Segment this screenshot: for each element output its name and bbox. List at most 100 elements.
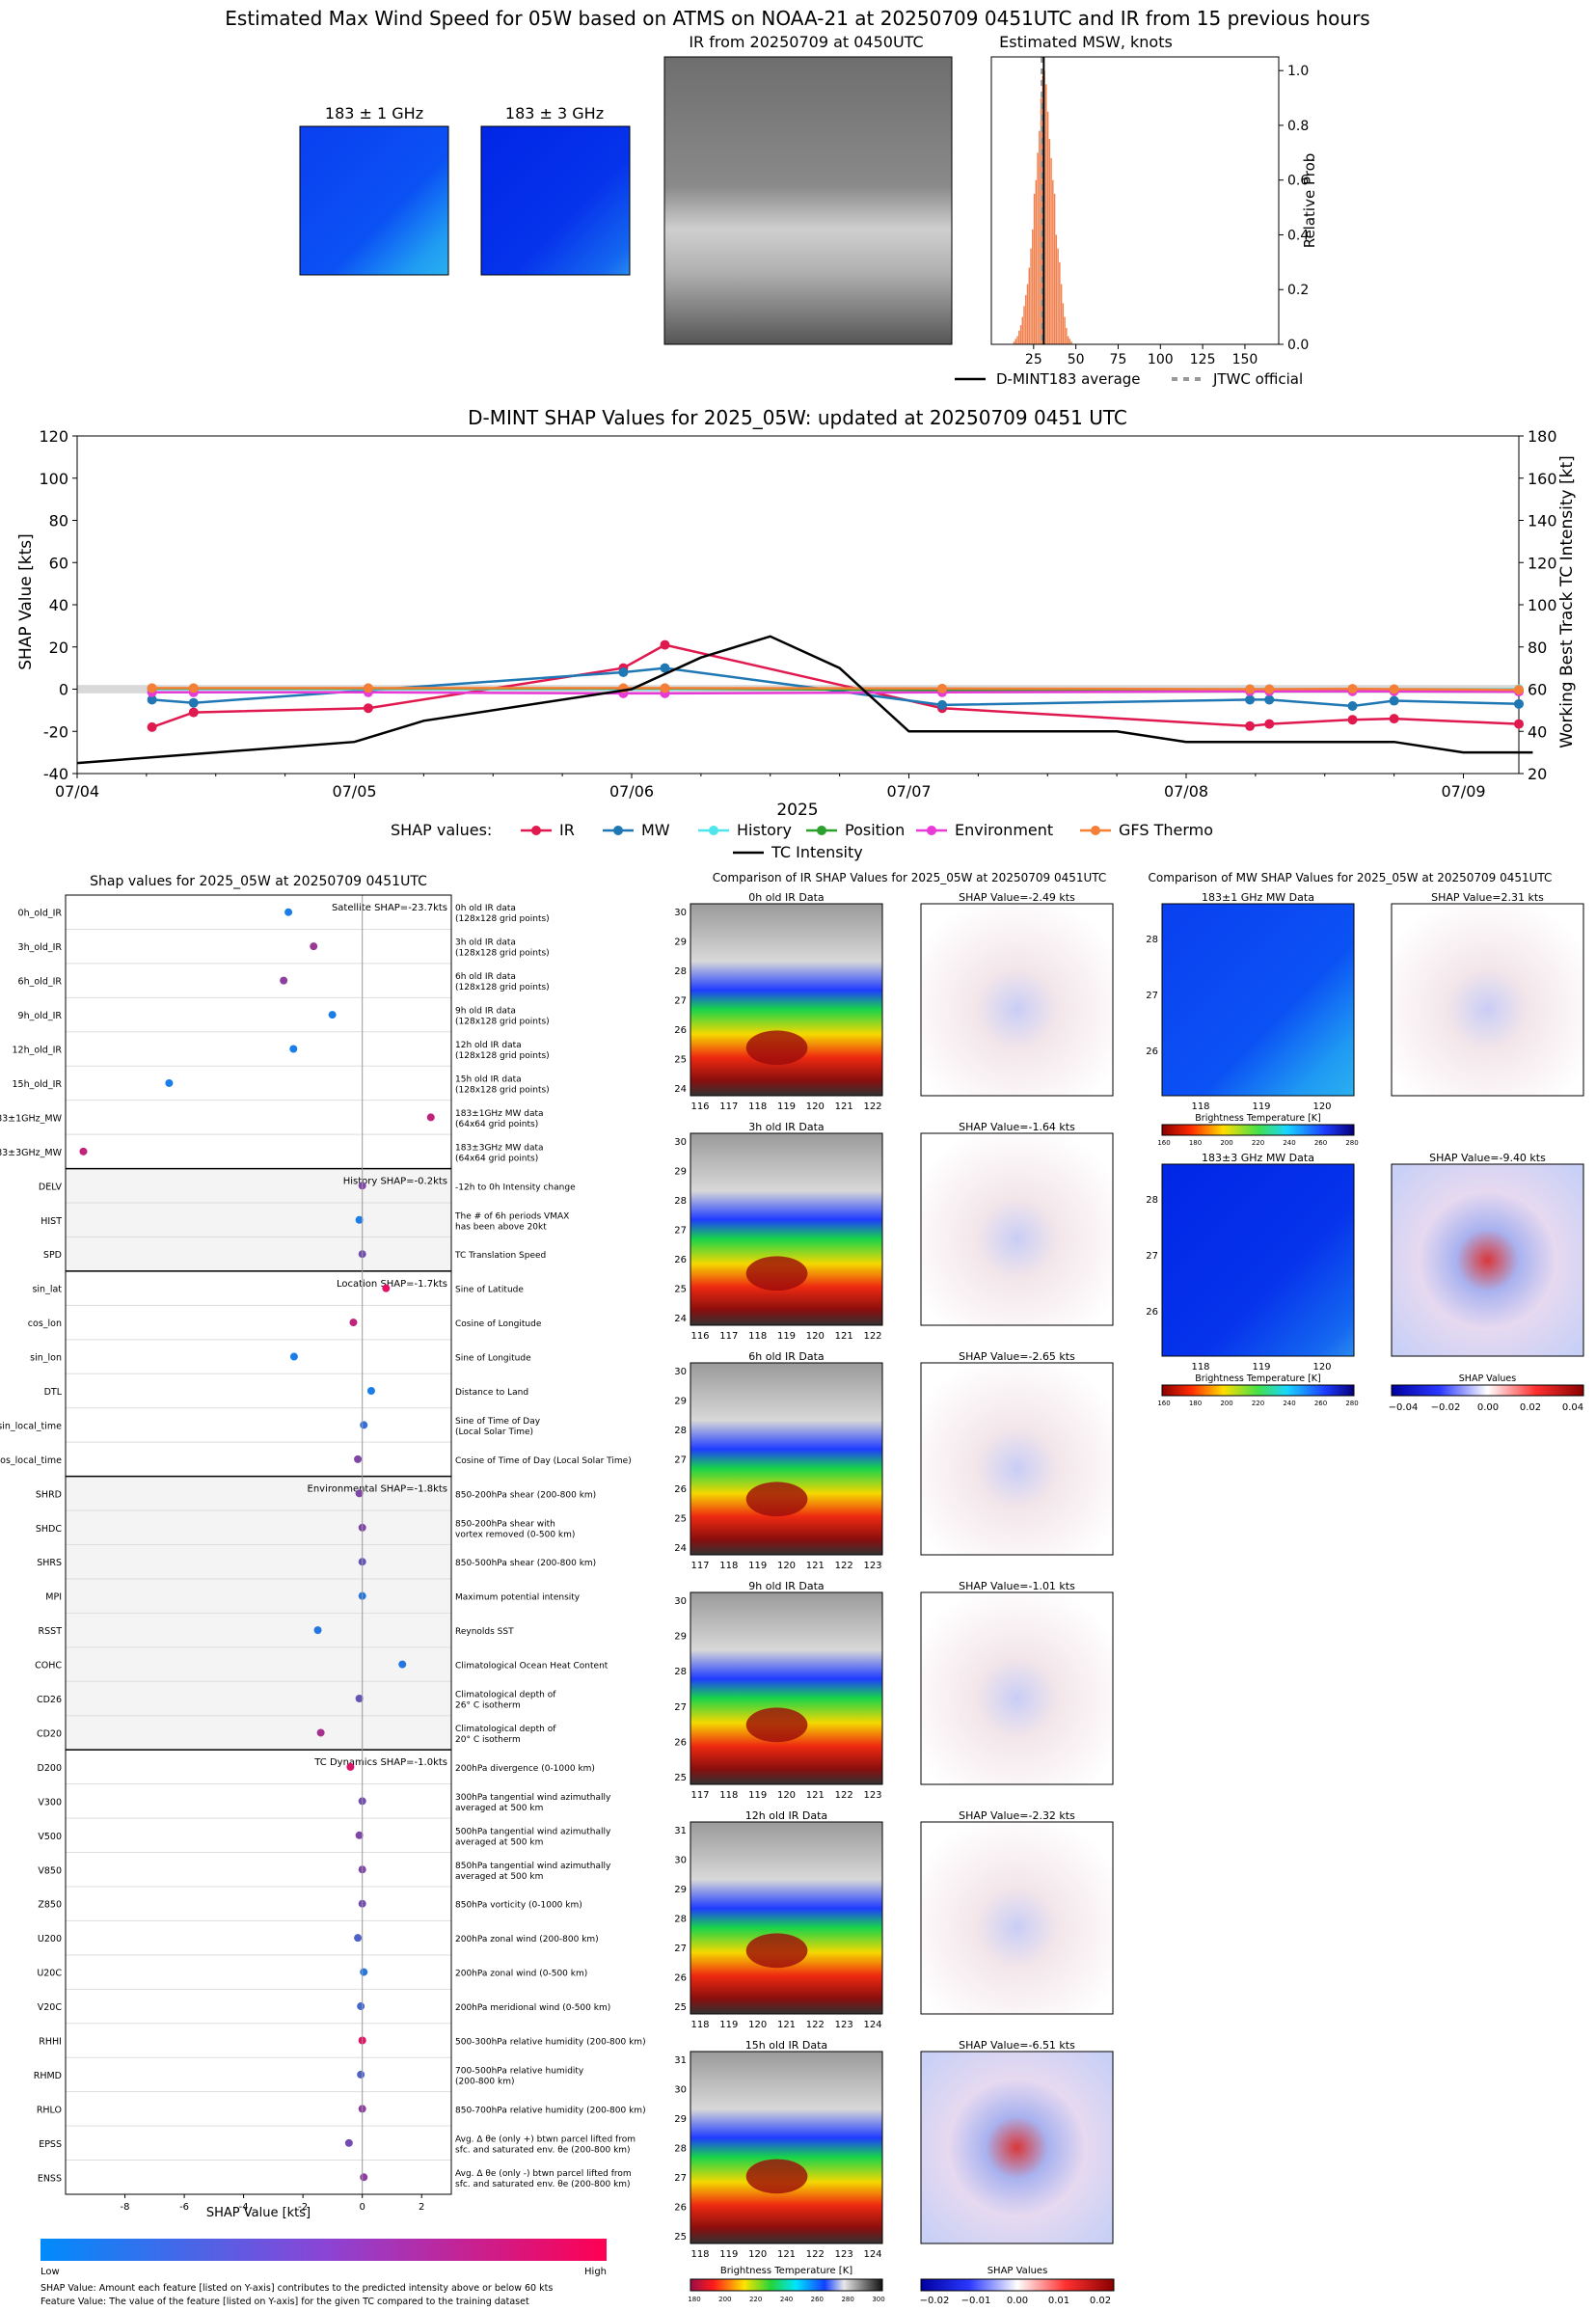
- ir-ytick-label: 28: [674, 2144, 687, 2155]
- ts-xtick-label: 07/07: [886, 782, 931, 801]
- feature-desc: Climatological depth of: [455, 1691, 556, 1700]
- series-point-mw: [1514, 698, 1524, 709]
- hist-ytick-label: 0.4: [1287, 228, 1309, 243]
- ir-ytick-label: 27: [674, 1944, 687, 1954]
- ts-xtick-label: 07/08: [1164, 782, 1208, 801]
- ir-ytick-label: 27: [674, 1226, 687, 1237]
- ir-bt-tick: 280: [841, 2296, 853, 2303]
- ir-shap-label: SHAP Values: [987, 2266, 1048, 2276]
- hist-bar: [1055, 234, 1058, 344]
- feature-desc: TC Translation Speed: [454, 1251, 546, 1261]
- ir-xtick-label: 119: [748, 1561, 767, 1571]
- mw-xtick-label: 119: [1252, 1101, 1270, 1112]
- ir-ytick-label: 29: [674, 938, 687, 948]
- mw-bt-tick: 160: [1157, 1400, 1170, 1407]
- hist-bar: [1069, 339, 1071, 344]
- ir-ytick-label: 25: [674, 1055, 687, 1066]
- hist-bar: [1026, 284, 1029, 344]
- feature-point: [284, 908, 293, 916]
- intensity-line: [76, 635, 1533, 765]
- feature-point: [280, 976, 288, 985]
- feature-name: DTL: [44, 1387, 63, 1398]
- legend-marker-environment: [927, 826, 936, 835]
- mw-bt-colorbar: [1161, 1384, 1355, 1397]
- ir-xtick-label: 122: [863, 1331, 881, 1342]
- feature-name: 12h_old_IR: [13, 1046, 63, 1056]
- ir-xtick-label: 116: [690, 1101, 709, 1112]
- feature-desc: -12h to 0h Intensity change: [455, 1183, 576, 1192]
- ts-ytick-label: 20: [49, 639, 68, 657]
- feature-name: 9h_old_IR: [18, 1011, 63, 1021]
- feature-desc: Sine of Latitude: [455, 1286, 524, 1295]
- series-point-gfs: [1514, 685, 1524, 695]
- feature-desc: 200hPa meridional wind (0-500 km): [455, 2003, 610, 2013]
- feature-desc: Sine of Longitude: [455, 1354, 531, 1364]
- hist-bar: [1045, 84, 1047, 344]
- ir-xtick-label: 118: [748, 1331, 767, 1342]
- series-point-mw: [937, 699, 947, 710]
- feat-xtick-label: -8: [121, 2202, 130, 2213]
- feature-point: [354, 1455, 363, 1463]
- feature-name: ENSS: [38, 2173, 62, 2184]
- feature-desc: 700-500hPa relative humidity: [455, 2066, 584, 2076]
- ir-ytick-label: 29: [674, 2114, 687, 2125]
- feature-name: HIST: [41, 1216, 62, 1227]
- feature-desc: 6h old IR data: [455, 972, 516, 982]
- ir-ytick-label: 26: [674, 1973, 687, 1984]
- series-point-ir: [363, 703, 373, 714]
- ir-ytick-label: 30: [674, 1596, 687, 1607]
- feature-desc: Cosine of Time of Day (Local Solar Time): [455, 1456, 632, 1466]
- feature-name: CD26: [37, 1695, 62, 1705]
- mw3-image: [480, 125, 631, 276]
- hist-bar: [1067, 336, 1069, 344]
- feature-name: U20C: [37, 1969, 62, 1979]
- ir-ytick-label: 28: [674, 966, 687, 977]
- ts-ylabel-right: Working Best Track TC Intensity [kt]: [1557, 455, 1577, 748]
- series-point-ir: [147, 721, 157, 732]
- ir-ytick-label: 25: [674, 1773, 687, 1783]
- feature-name: RHHI: [39, 2036, 62, 2047]
- series-point-gfs: [188, 683, 199, 693]
- ir-ytick-label: 31: [674, 1826, 687, 1836]
- ir-xtick-label: 118: [690, 2020, 709, 2030]
- ir-ytick-label: 24: [674, 1543, 687, 1554]
- legend-marker-history: [709, 826, 718, 835]
- feature-desc: 9h old IR data: [455, 1007, 516, 1017]
- feature-point: [289, 1045, 298, 1053]
- feature-value-colorbar: [41, 2239, 607, 2261]
- ts-ytick-right-label: 140: [1528, 512, 1557, 530]
- feature-desc: 15h old IR data: [455, 1074, 522, 1084]
- feature-desc: Cosine of Longitude: [455, 1319, 542, 1329]
- hist-bar: [1048, 139, 1051, 344]
- hist-xtick-label: 150: [1232, 352, 1258, 367]
- ir-ytick-label: 28: [674, 1426, 687, 1436]
- feature-name: sin_lat: [32, 1285, 62, 1295]
- mw-xtick-label: 118: [1191, 1101, 1209, 1112]
- ir-bt-tick: 240: [780, 2296, 793, 2303]
- ir-xtick-label: 124: [863, 2249, 881, 2260]
- ts-ytick-label: 120: [39, 427, 68, 446]
- ir-shap-tick: 0.00: [1007, 2296, 1028, 2306]
- ir-compare-grid: 0h old IR Data SHAP Value=-2.49 kts 30 29 28…: [674, 891, 1115, 2306]
- mw-shap-tick: −0.04: [1389, 1402, 1419, 1413]
- series-point-mw: [1264, 694, 1275, 705]
- ts-xtick-label: 07/09: [1441, 782, 1485, 801]
- ts-ytick-right-label: 160: [1528, 470, 1557, 488]
- feature-desc: 500hPa tangential wind azimuthally: [455, 1827, 611, 1836]
- ir-ytick-label: 30: [674, 1367, 687, 1377]
- series-point-ir: [1347, 715, 1358, 725]
- feature-point: [398, 1660, 407, 1669]
- ir-ytick-label: 26: [674, 1484, 687, 1495]
- ts-ytick-label: 0: [59, 681, 68, 699]
- series-point-mw: [188, 697, 199, 708]
- feature-desc: (128x128 grid points): [455, 1085, 550, 1095]
- ir-xtick-label: 121: [835, 1101, 853, 1112]
- group-label: History SHAP=-0.2kts: [343, 1177, 447, 1187]
- feature-point: [316, 1728, 325, 1737]
- ir-ytick-label: 31: [674, 2055, 687, 2066]
- series-point-mw: [1389, 695, 1399, 706]
- ir-xtick-label: 121: [806, 1790, 825, 1801]
- feature-name: Z850: [38, 1900, 62, 1911]
- feature-point: [382, 1284, 391, 1292]
- ir-core: [745, 1030, 808, 1066]
